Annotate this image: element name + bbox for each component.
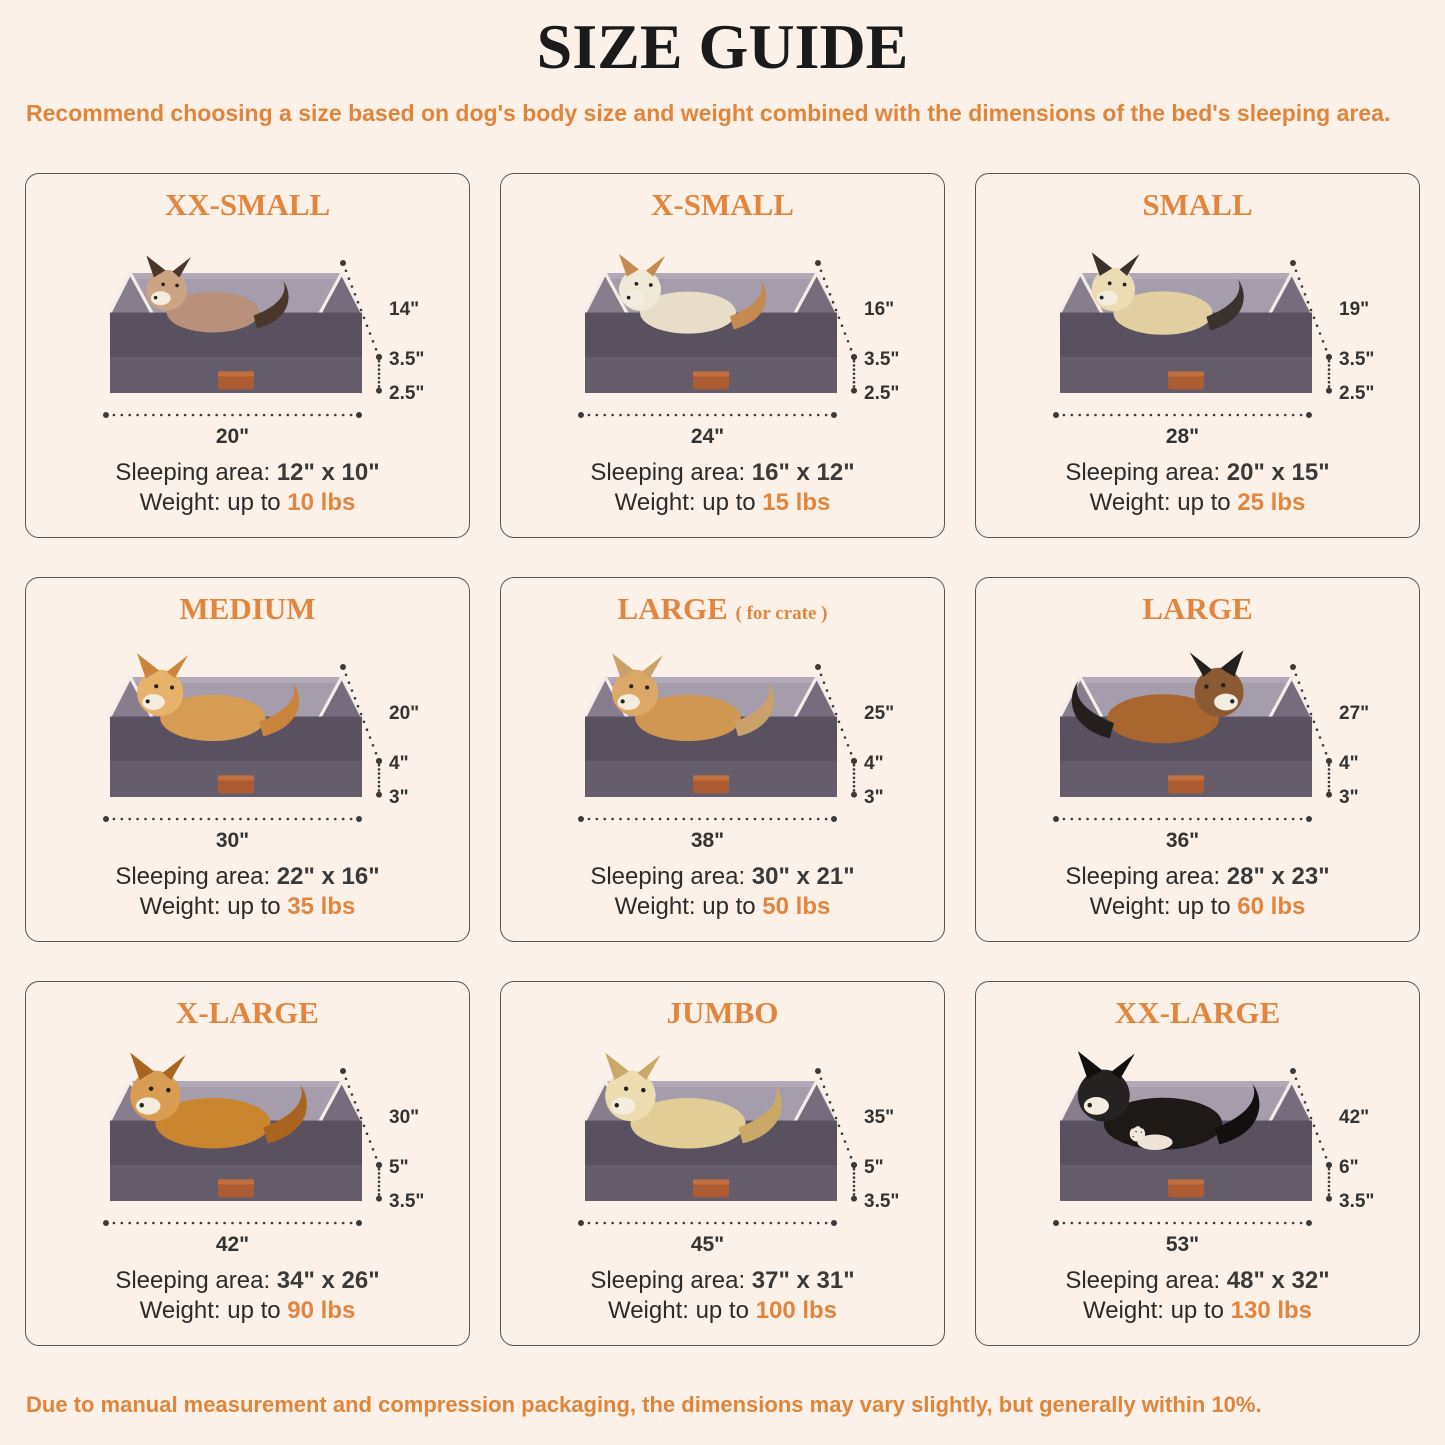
svg-text:4": 4": [389, 753, 409, 774]
svg-text:53": 53": [1166, 1233, 1199, 1256]
svg-text:4": 4": [864, 753, 884, 774]
svg-text:35": 35": [864, 1107, 894, 1128]
svg-text:3": 3": [1339, 787, 1359, 808]
svg-text:14": 14": [389, 299, 419, 320]
svg-text:36": 36": [1166, 829, 1199, 852]
svg-text:45": 45": [691, 1233, 724, 1256]
svg-text:28": 28": [1166, 425, 1199, 448]
svg-text:5": 5": [864, 1157, 884, 1178]
svg-text:30": 30": [216, 829, 249, 852]
svg-text:3": 3": [864, 787, 884, 808]
svg-text:2.5": 2.5": [864, 383, 899, 404]
svg-text:3.5": 3.5": [389, 349, 424, 370]
svg-text:30": 30": [389, 1107, 419, 1128]
svg-text:42": 42": [1339, 1107, 1369, 1128]
svg-text:20": 20": [216, 425, 249, 448]
svg-text:2.5": 2.5": [389, 383, 424, 404]
svg-text:3.5": 3.5": [864, 349, 899, 370]
svg-text:6": 6": [1339, 1157, 1359, 1178]
svg-text:20": 20": [389, 703, 419, 724]
svg-text:25": 25": [864, 703, 894, 724]
svg-text:3.5": 3.5": [389, 1191, 424, 1212]
svg-text:16": 16": [864, 299, 894, 320]
svg-text:19": 19": [1339, 299, 1369, 320]
svg-text:42": 42": [216, 1233, 249, 1256]
svg-text:4": 4": [1339, 753, 1359, 774]
svg-text:3.5": 3.5": [1339, 349, 1374, 370]
svg-text:24": 24": [691, 425, 724, 448]
svg-text:3.5": 3.5": [864, 1191, 899, 1212]
svg-text:3.5": 3.5": [1339, 1191, 1374, 1212]
svg-text:27": 27": [1339, 703, 1369, 724]
svg-text:38": 38": [691, 829, 724, 852]
svg-text:2.5": 2.5": [1339, 383, 1374, 404]
svg-text:3": 3": [389, 787, 409, 808]
svg-text:5": 5": [389, 1157, 409, 1178]
